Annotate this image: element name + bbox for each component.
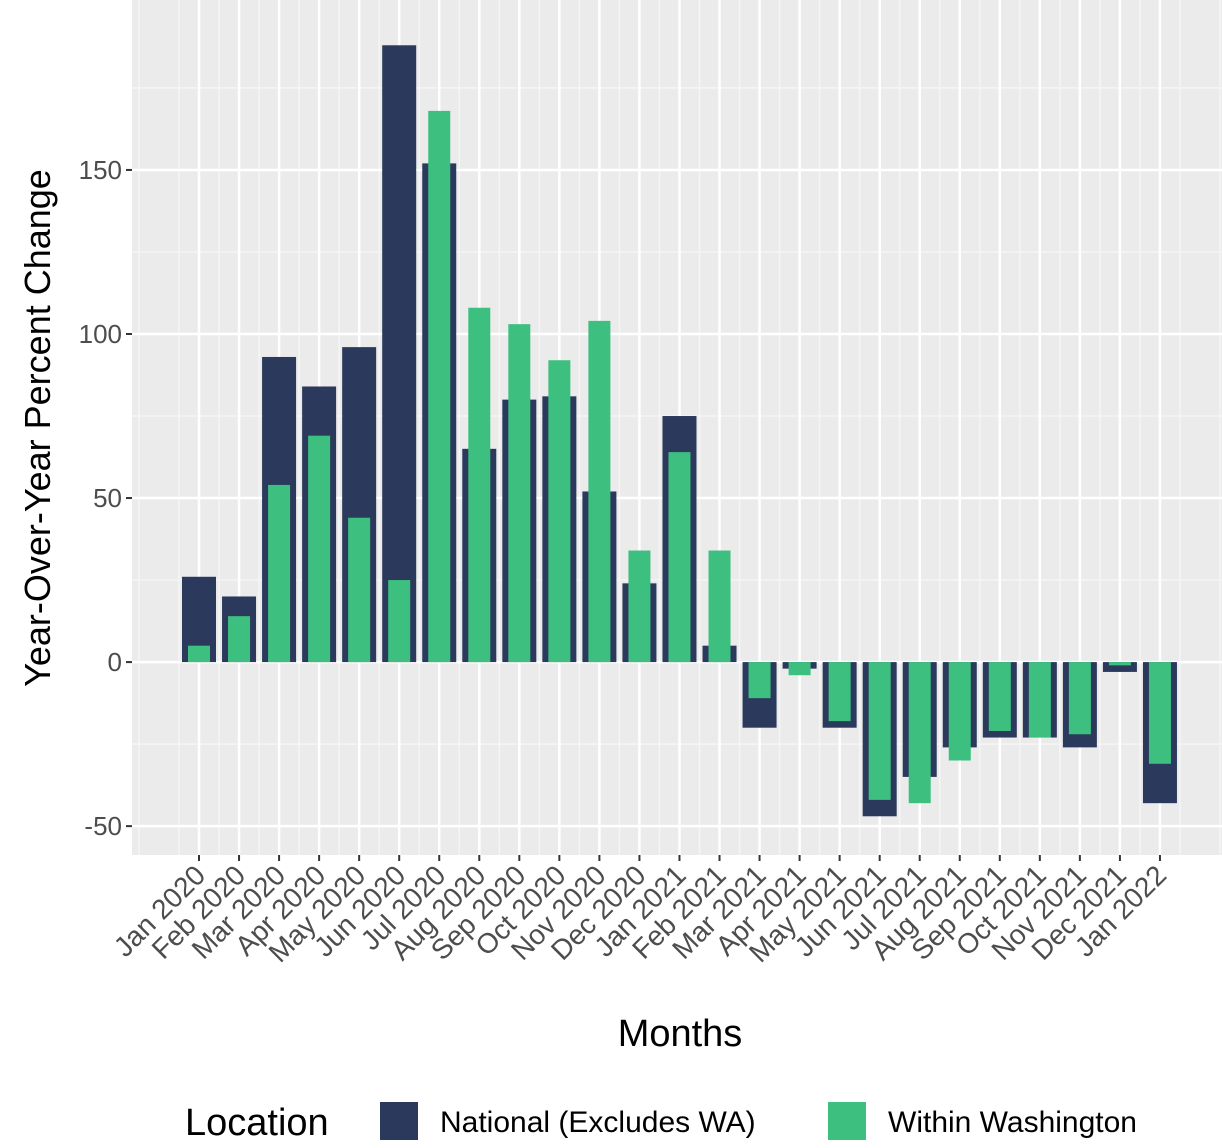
bar [228, 616, 251, 663]
bar [1028, 662, 1051, 738]
bar [508, 324, 531, 663]
y-tick-label: -50 [84, 811, 122, 841]
bar [188, 645, 210, 663]
bar [1148, 662, 1171, 764]
bar [382, 45, 417, 663]
bar [548, 360, 571, 663]
bar [948, 662, 971, 761]
bar [268, 484, 291, 663]
bar [708, 550, 731, 663]
bars [182, 45, 1177, 817]
legend-title: Location [185, 1102, 329, 1143]
y-axis-title: Year-Over-Year Percent Change [17, 169, 58, 687]
legend-key [380, 1102, 418, 1140]
bar [668, 452, 691, 663]
legend: National (Excludes WA) Within Washington [380, 1102, 1137, 1140]
bar [1102, 662, 1137, 672]
bar [1068, 662, 1091, 735]
bar [988, 662, 1011, 731]
legend-label: Within Washington [888, 1106, 1137, 1139]
bar [1108, 662, 1131, 666]
legend-label: National (Excludes WA) [440, 1106, 756, 1139]
bar [428, 110, 451, 663]
bar [908, 662, 931, 804]
y-tick-label: 150 [79, 155, 122, 185]
y-tick-label: 0 [108, 647, 122, 677]
y-tick-label: 50 [93, 483, 122, 513]
bar [748, 662, 771, 699]
bar [788, 662, 811, 676]
bar [868, 662, 891, 800]
bar [308, 435, 331, 663]
bar [388, 580, 411, 663]
bar [468, 307, 491, 663]
legend-key [828, 1102, 866, 1140]
bar [348, 517, 371, 663]
bar [588, 320, 611, 663]
x-axis-title: Months [618, 1013, 743, 1055]
bar [628, 550, 651, 663]
bar [828, 662, 851, 722]
y-tick-label: 100 [79, 319, 122, 349]
